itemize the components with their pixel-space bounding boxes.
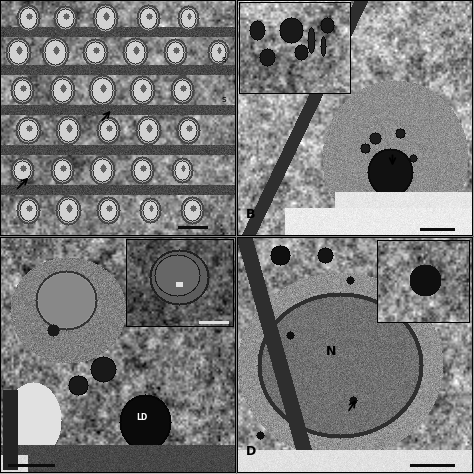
- Text: B: B: [246, 209, 255, 221]
- Text: LD: LD: [137, 413, 148, 422]
- Text: N: N: [326, 346, 336, 358]
- Text: s: s: [221, 55, 226, 64]
- Text: D: D: [246, 446, 256, 458]
- Text: s: s: [221, 95, 226, 104]
